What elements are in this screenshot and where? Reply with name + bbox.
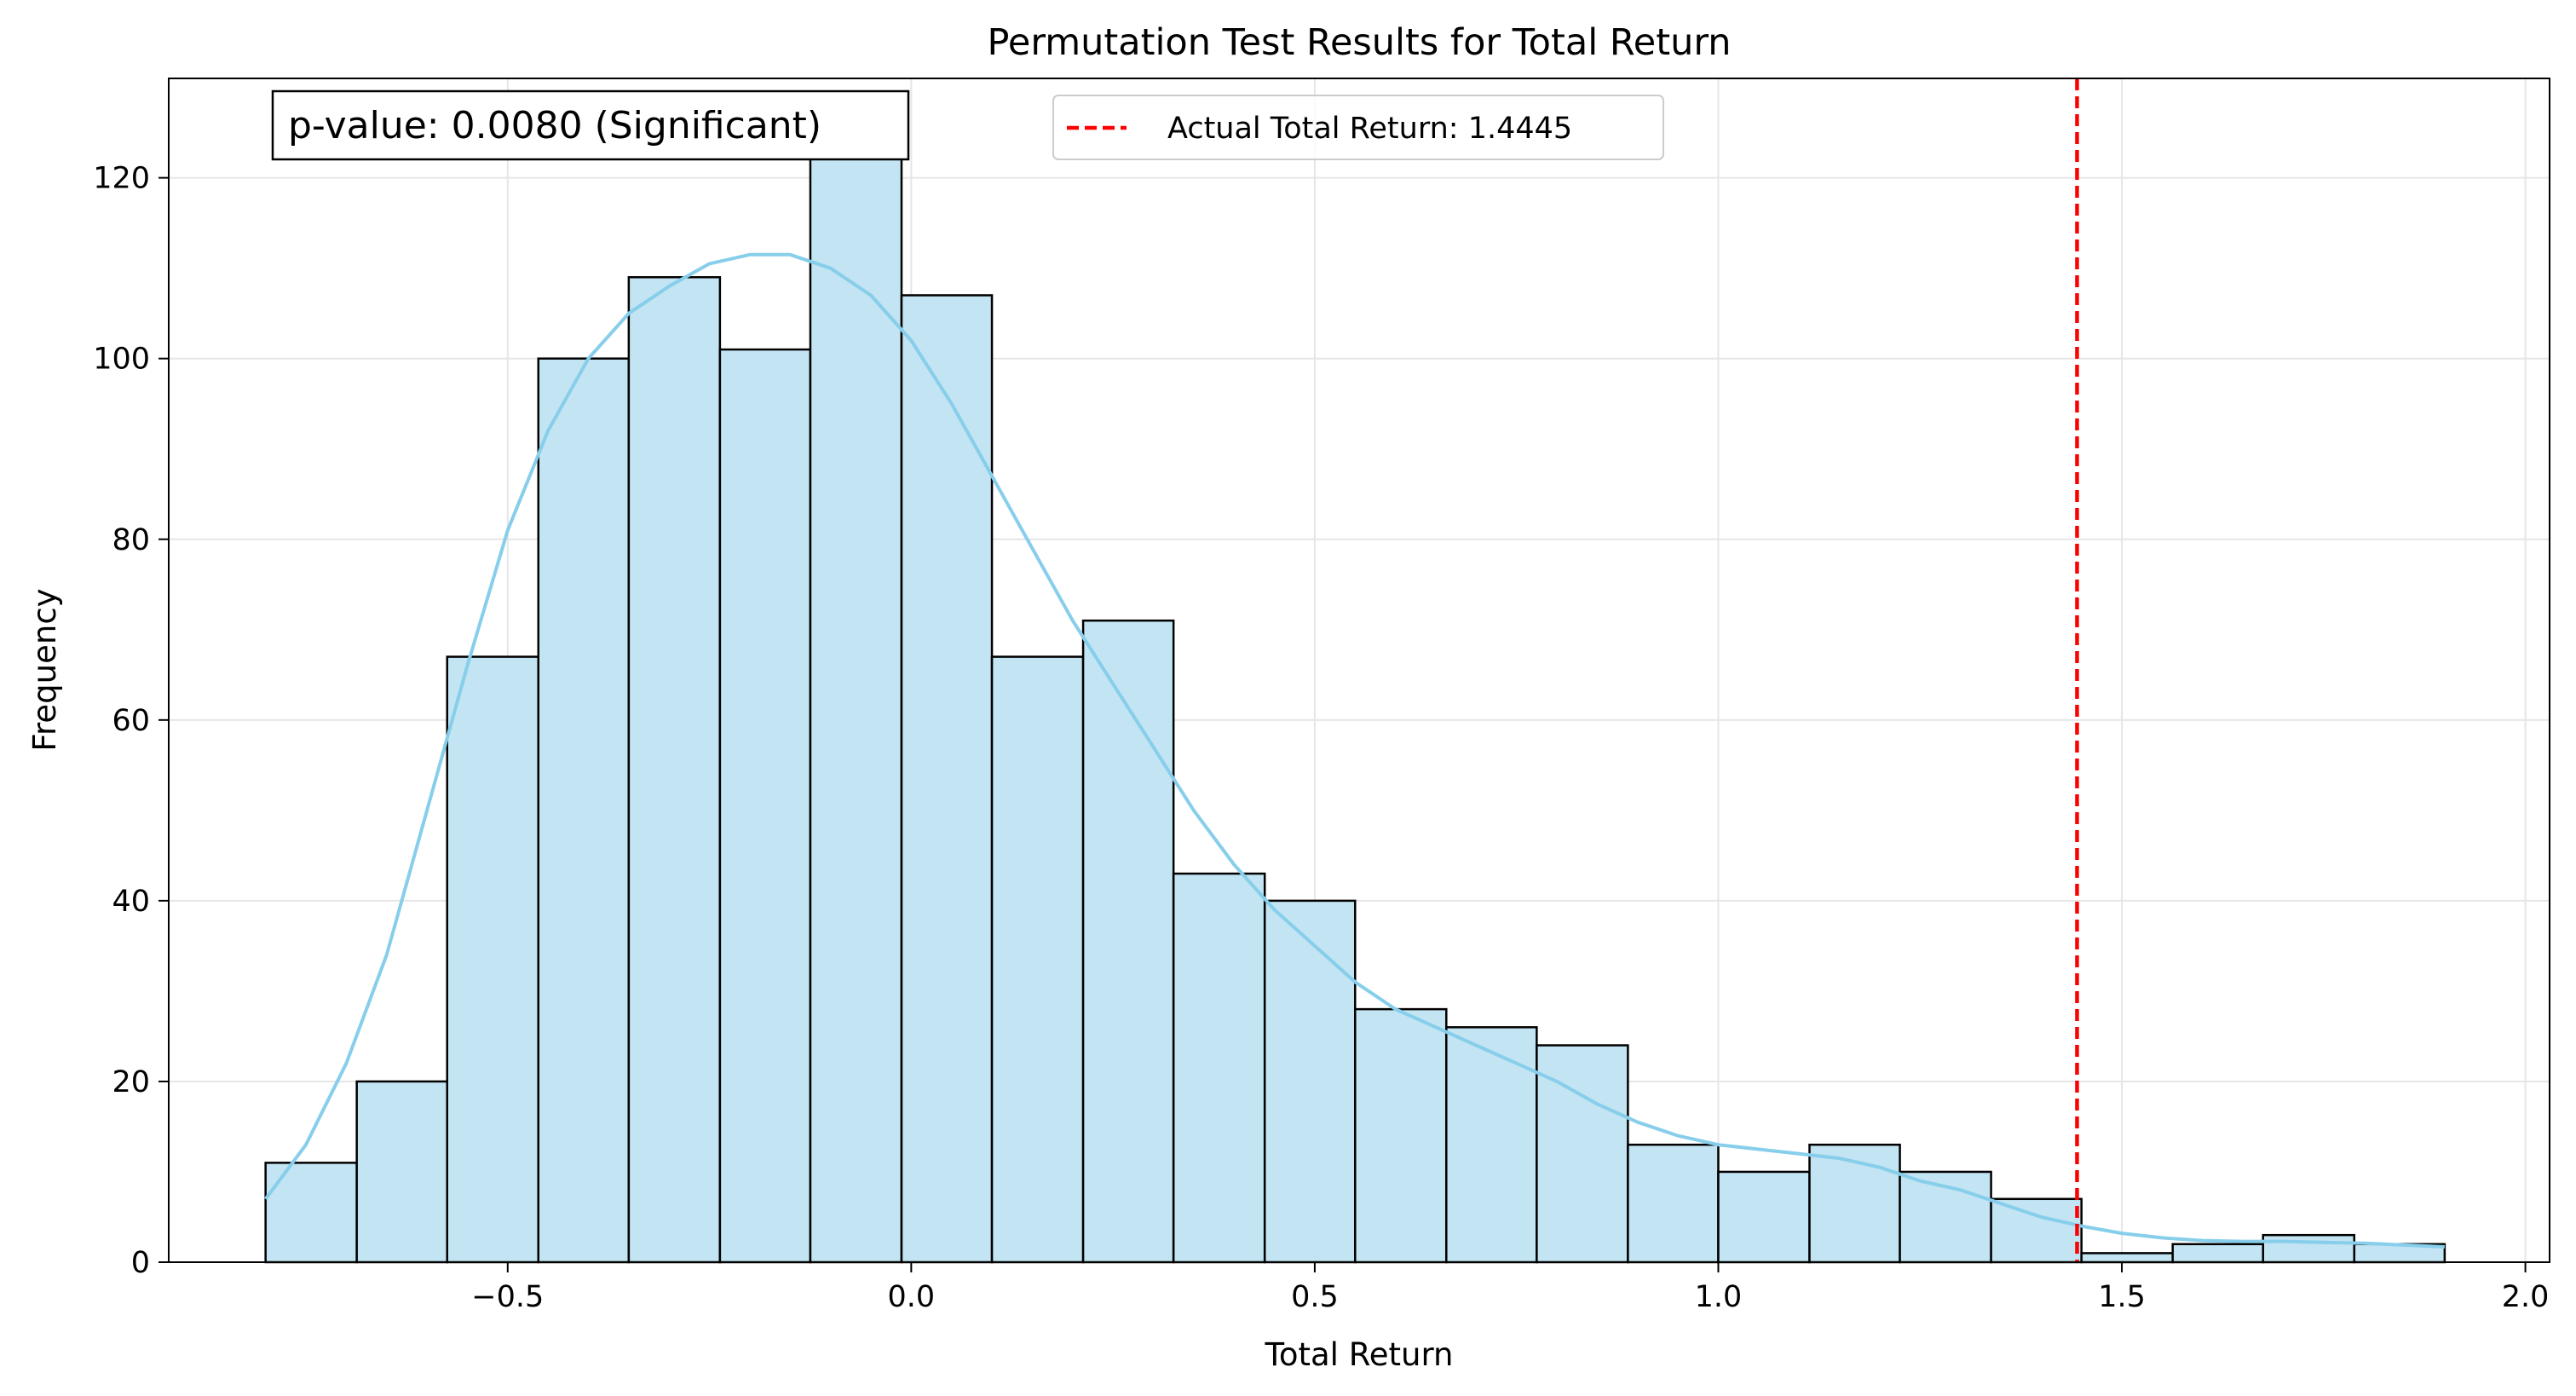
histogram-bar-21	[2171, 1243, 2265, 1264]
annotation-box	[271, 89, 910, 161]
y-tick-label-0: 0	[131, 1246, 150, 1280]
x-tick-label-4: 1.5	[2098, 1280, 2146, 1314]
y-tick-label-4: 80	[112, 523, 150, 557]
histogram-bar-8	[990, 655, 1085, 1264]
p-value-text: p-value: 0.0080 (Significant)	[288, 104, 821, 147]
y-tick-label-3: 60	[112, 704, 150, 738]
legend-label-actual-total-return: Actual Total Return: 1.4445	[1167, 112, 1572, 146]
kde-layer	[264, 252, 2445, 1249]
x-tick-label-0: −0.5	[471, 1280, 544, 1314]
x-tick-label-2: 0.5	[1291, 1280, 1339, 1314]
plot-area-frame	[168, 78, 2550, 1263]
histogram-bar-5	[718, 348, 812, 1264]
p-value-annotation: p-value: 0.0080 (Significant)	[271, 89, 910, 161]
histogram-bar-22	[2262, 1233, 2356, 1264]
histogram-bar-0	[264, 1162, 358, 1264]
histogram-bar-1	[355, 1080, 449, 1264]
x-tick-label-1: 0.0	[888, 1280, 936, 1314]
legend: Actual Total Return: 1.4445	[1052, 95, 1664, 160]
y-tick-label-5: 100	[93, 343, 150, 377]
histogram-bar-14	[1536, 1044, 1629, 1264]
histogram-bar-9	[1081, 619, 1175, 1264]
histogram-bar-15	[1627, 1143, 1720, 1264]
x-axis-ticks: −0.5 0.0 0.5 1.0 1.5 2.0	[471, 1262, 2549, 1314]
x-tick-label-5: 2.0	[2502, 1280, 2550, 1314]
histogram-bar-10	[1172, 872, 1266, 1264]
y-tick-label-6: 120	[93, 162, 150, 196]
histogram-bar-4	[627, 276, 722, 1264]
y-axis-label: Frequency	[26, 588, 63, 751]
histogram-bar-19	[1990, 1197, 2083, 1264]
histogram-bar-3	[537, 357, 631, 1264]
histogram-bar-12	[1354, 1007, 1448, 1264]
legend-box	[1052, 95, 1664, 160]
histogram-bar-6	[809, 131, 903, 1264]
histogram-bar-13	[1445, 1026, 1538, 1264]
histogram-bar-7	[900, 294, 994, 1264]
histogram-bar-17	[1808, 1143, 1901, 1264]
x-axis-label: Total Return	[1265, 1336, 1454, 1373]
chart-title: Permutation Test Results for Total Retur…	[987, 21, 1731, 64]
histogram-bar-20	[2080, 1252, 2174, 1264]
y-axis-ticks: 0 20 40 60 80 100 120	[93, 162, 169, 1280]
kde-curve	[264, 252, 2445, 1249]
histogram-bar-16	[1717, 1170, 1811, 1264]
y-tick-label-2: 40	[112, 885, 150, 919]
x-tick-label-3: 1.0	[1695, 1280, 1743, 1314]
histogram-bar-11	[1263, 899, 1357, 1264]
histogram-bar-2	[446, 655, 540, 1264]
y-tick-label-1: 20	[112, 1065, 150, 1099]
